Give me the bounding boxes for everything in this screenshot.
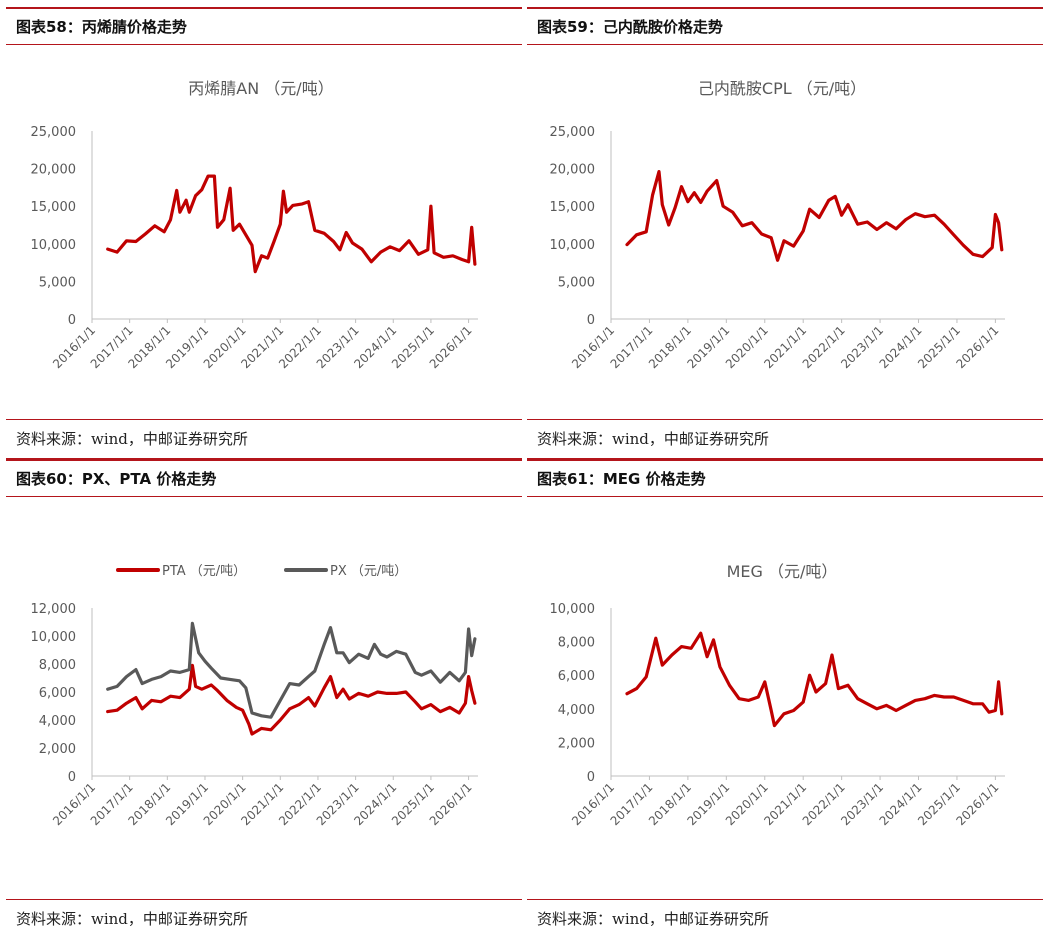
panel-acrylonitrile: 图表58：丙烯腈价格走势 丙烯腈AN （元/吨） 0 5,000 10,000 15,0…: [6, 7, 522, 459]
chart-caprolactam: 己内酰胺CPL （元/吨） 0 5,000 10,000 15,000 20,000 25,…: [550, 79, 1005, 371]
chart-acrylonitrile: 丙烯腈AN （元/吨） 0 5,000 10,000 15,000 20,000 25,00…: [31, 79, 478, 371]
y-tick-label: 10,000: [31, 238, 77, 253]
series-line: [106, 174, 477, 274]
y-tick-label: 5,000: [558, 275, 595, 290]
source-note: 资料来源：wind，中邮证券研究所: [527, 419, 1043, 459]
series-line-1: [106, 621, 477, 719]
y-tick-label: 6,000: [558, 669, 595, 684]
panel-title: 图表60：PX、PTA 价格走势: [6, 459, 522, 497]
y-tick-label: 20,000: [31, 163, 77, 178]
source-note: 资料来源：wind，中邮证券研究所: [6, 899, 522, 939]
y-tick-label: 12,000: [31, 602, 77, 617]
y-tick-label: 4,000: [558, 703, 595, 718]
y-tick-label: 15,000: [31, 200, 77, 215]
panel-title: 图表58：丙烯腈价格走势: [6, 7, 522, 45]
y-tick-label: 25,000: [550, 125, 596, 140]
chart-px-pta: 02,0004,0006,0008,00010,00012,0002016/1/…: [31, 564, 478, 828]
y-tick-label: 0: [587, 313, 595, 328]
y-tick-label: 8,000: [558, 636, 595, 651]
chart-meg: MEG （元/吨）02,0004,0006,0008,00010,0002016…: [550, 562, 1005, 828]
panel-title: 图表59：己内酰胺价格走势: [527, 7, 1043, 45]
y-tick-label: 25,000: [31, 125, 77, 140]
chart-title: 己内酰胺CPL （元/吨）: [698, 79, 866, 98]
y-tick-label: 10,000: [550, 602, 596, 617]
y-tick-label: 5,000: [39, 275, 76, 290]
panel-title: 图表61：MEG 价格走势: [527, 459, 1043, 497]
panel-caprolactam: 图表59：己内酰胺价格走势 己内酰胺CPL （元/吨） 0 5,000 10,000 1…: [527, 7, 1043, 459]
x-tick-label: 2026/1/1: [953, 323, 1001, 371]
y-tick-label: 4,000: [39, 714, 76, 729]
chart-title: MEG （元/吨）: [727, 562, 838, 581]
panel-px-pta: 图表60：PX、PTA 价格走势 0 2,000 4,000 6,000 8,000 10…: [6, 459, 522, 934]
y-tick-label: 10,000: [550, 238, 596, 253]
y-tick-label: 2,000: [39, 742, 76, 757]
y-tick-label: 6,000: [39, 686, 76, 701]
y-tick-label: 15,000: [550, 200, 596, 215]
series-line-0: [106, 663, 477, 736]
series-line: [625, 631, 1004, 728]
source-note: 资料来源：wind，中邮证券研究所: [527, 899, 1043, 939]
y-tick-label: 0: [68, 313, 76, 328]
legend-label: PX （元/吨）: [330, 564, 407, 579]
y-tick-label: 8,000: [39, 658, 76, 673]
series-line: [625, 170, 1004, 262]
source-note: 资料来源：wind，中邮证券研究所: [6, 419, 522, 459]
y-tick-label: 0: [68, 770, 76, 785]
y-tick-label: 0: [587, 770, 595, 785]
x-tick-label: 2026/1/1: [953, 780, 1001, 828]
legend-label: PTA （元/吨）: [162, 564, 246, 579]
panel-meg: 图表61：MEG 价格走势 MEG （元/吨） 0 2,000 4,000 6,000 8…: [527, 459, 1043, 934]
chart-title: 丙烯腈AN （元/吨）: [188, 79, 333, 98]
y-tick-label: 10,000: [31, 630, 77, 645]
y-tick-label: 2,000: [558, 736, 595, 751]
y-tick-label: 20,000: [550, 163, 596, 178]
